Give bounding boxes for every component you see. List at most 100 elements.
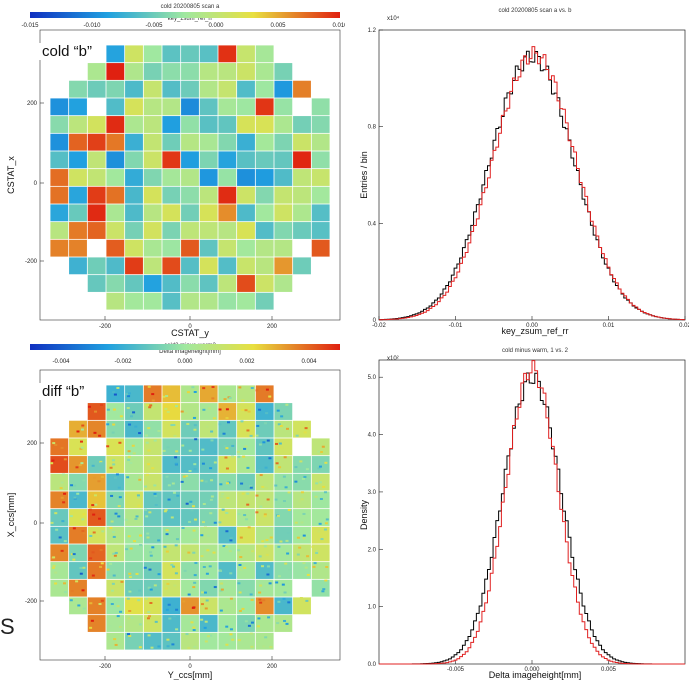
sensor-speckle [172,565,176,568]
sensor-speckle [145,473,149,476]
sensor-speckle [190,621,194,624]
sensor-cell [87,615,106,632]
sensor-speckle [268,457,272,460]
sensor-speckle [166,645,170,648]
sensor-cell [162,632,181,650]
sensor-cell [255,116,274,133]
sensor-speckle [127,535,131,538]
sensor-speckle [322,588,326,591]
sensor-speckle [70,484,74,487]
histogram-cold-ylabel: Entries / bin [359,151,369,199]
x-tick-label: 0.00 [526,323,538,329]
sensor-speckle [54,512,58,515]
sensor-speckle [321,445,325,448]
x-tick-label: 0 [188,324,192,330]
sensor-speckle [206,635,210,638]
sensor-cell [274,116,293,133]
sensor-speckle [112,423,116,426]
y-tick-label: 2.0 [368,547,377,553]
sensor-speckle [176,494,180,497]
sensor-cell [199,597,218,615]
sensor-speckle [299,460,303,463]
sensor-speckle [162,395,166,398]
sensor-speckle [304,427,308,430]
sensor-cell [143,632,162,650]
sensor-cell [255,491,274,509]
sensor-cell [311,438,330,456]
sensor-speckle [91,574,95,577]
sensor-speckle [112,408,116,411]
sensor-cell [143,257,162,275]
sensor-speckle [266,439,270,442]
sensor-speckle [98,517,102,520]
sensor-cell [181,116,199,133]
sensor-speckle [130,616,134,619]
heatmap-cold-ylabel: CSTAT_x [6,156,16,194]
sensor-cell [274,204,293,222]
sensor-cell [181,615,199,632]
sensor-speckle [171,482,175,485]
sensor-speckle [266,498,270,501]
sensor-speckle [194,562,198,565]
sensor-cell [69,80,87,98]
sensor-speckle [69,599,73,602]
sensor-speckle [193,518,197,521]
sensor-speckle [175,628,179,631]
sensor-speckle [314,495,318,498]
sensor-cell [199,473,218,491]
sensor-speckle [229,628,233,631]
sensor-cell [181,275,199,292]
sensor-speckle [166,638,170,641]
sensor-speckle [94,422,98,425]
sensor-cell [199,456,218,473]
sensor-cell [181,438,199,456]
sensor-speckle [146,536,150,539]
sensor-speckle [193,538,197,541]
sensor-speckle [302,537,306,540]
sensor-speckle [109,466,113,469]
sensor-speckle [147,586,151,589]
sensor-cell [143,615,162,632]
sensor-speckle [109,526,113,529]
sensor-speckle [299,597,303,600]
sensor-cell [218,222,237,239]
sensor-speckle [186,391,190,394]
sensor-cell [181,597,199,615]
sensor-speckle [138,646,142,649]
sensor-speckle [219,589,223,592]
sensor-speckle [97,480,101,483]
sensor-speckle [202,387,206,390]
heatmap-diff-ylabel: X_ccs[mm] [6,493,16,538]
sensor-cell [237,562,255,579]
sensor-cell [162,526,181,544]
sensor-cell [255,98,274,116]
sensor-cell [106,204,125,222]
sensor-speckle [134,517,138,520]
sensor-speckle [82,532,86,535]
sensor-cell [87,204,106,222]
sensor-cell [106,562,125,579]
sensor-speckle [112,463,116,466]
sensor-cell [125,133,143,151]
sensor-speckle [205,599,209,602]
sensor-speckle [265,553,269,556]
sensor-cell [199,169,218,186]
x-tick-label: 0 [188,664,192,670]
sensor-speckle [241,408,245,411]
sensor-cell [218,133,237,151]
sensor-speckle [119,610,123,613]
sensor-speckle [174,572,178,575]
sensor-speckle [81,424,85,427]
sensor-speckle [192,416,196,419]
sensor-cell [162,597,181,615]
sensor-speckle [138,623,142,626]
sensor-speckle [203,526,207,529]
sensor-speckle [185,502,189,505]
sensor-speckle [200,618,204,621]
sensor-cell [293,544,311,562]
sensor-speckle [191,505,195,508]
sensor-speckle [221,493,225,496]
sensor-speckle [91,551,95,554]
sensor-cell [181,80,199,98]
y-tick-label: 0.4 [368,221,377,227]
